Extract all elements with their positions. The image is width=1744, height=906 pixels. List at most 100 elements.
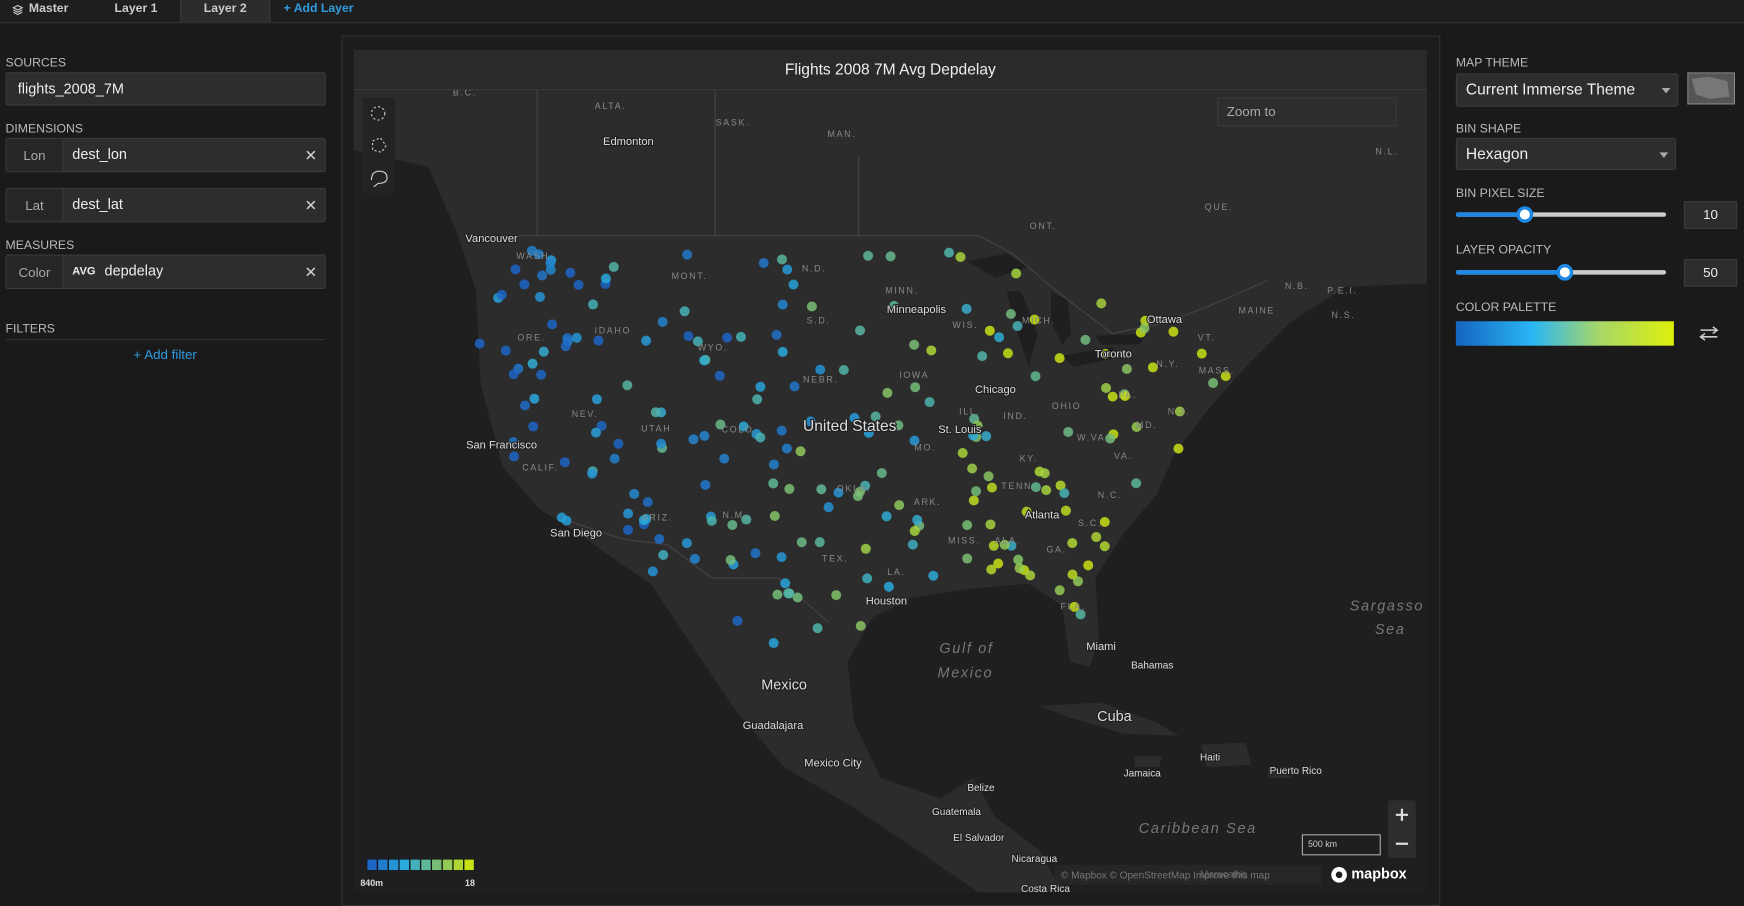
hex-bin [780, 578, 791, 589]
hex-bin [699, 430, 710, 441]
swap-icon[interactable] [1698, 326, 1719, 342]
hex-bin [883, 581, 894, 592]
map-label: WIS. [952, 320, 978, 330]
map-label: United States [803, 418, 897, 435]
hex-bin [771, 329, 782, 340]
hex-bin [650, 407, 661, 418]
hex-bin [814, 537, 825, 548]
map-label: San Francisco [466, 440, 537, 452]
hex-bin [1105, 433, 1116, 444]
remove-icon[interactable] [306, 200, 316, 210]
theme-select[interactable]: Current Immerse Theme [1455, 73, 1679, 107]
hex-bin [1196, 348, 1207, 359]
measure-row[interactable]: Color AVG depdelay [5, 254, 326, 290]
tab[interactable]: Layer 1 [114, 2, 158, 16]
slider[interactable] [1451, 262, 1673, 282]
map-label: Ottawa [1147, 314, 1183, 326]
hex-bin [1220, 371, 1231, 382]
hex-bin [983, 471, 994, 482]
hex-bin [722, 332, 733, 343]
hex-bin [784, 483, 795, 494]
hex-bin [715, 419, 726, 430]
hex-bin [474, 338, 485, 349]
logo: mapbox [1351, 867, 1406, 883]
map-label: N.M. [722, 510, 747, 520]
hex-bin [750, 548, 761, 559]
map-label: Sargasso [1350, 599, 1424, 615]
map-label: MAN. [828, 129, 857, 139]
hex-bin [1101, 382, 1112, 393]
add-filter[interactable]: + Add filter [133, 346, 197, 363]
hex-bin [772, 589, 783, 600]
hex-bin [986, 564, 997, 575]
map-label: Belize [967, 783, 995, 794]
hex-bin [679, 306, 690, 317]
map[interactable]: B.C. ALTA. SASK. MAN. Edmonton N.L. QUE. ONT. Va… [353, 90, 1427, 893]
map-label: SASK. [716, 118, 750, 128]
map-label: CALIF. [522, 462, 559, 472]
hex-bin [1030, 482, 1041, 493]
map-label: TENN. [1001, 481, 1036, 491]
dimension-row[interactable]: Lon dest_lon [5, 137, 326, 173]
hex-bin [1060, 505, 1071, 516]
hex-bin [968, 430, 979, 441]
number-input[interactable]: 50 [1683, 259, 1738, 287]
tab-active[interactable]: Layer 2 [180, 0, 271, 23]
theme-thumbnail[interactable] [1687, 72, 1736, 105]
hex-bin [1069, 601, 1080, 612]
source-select[interactable]: flights_2008_7M [5, 72, 326, 106]
hex-bin [962, 553, 973, 564]
hex-bin [727, 519, 738, 530]
hex-bin [622, 380, 633, 391]
section-label: BIN PIXEL SIZE [1455, 186, 1545, 201]
map-label: MASS. [1199, 366, 1235, 376]
add-layer[interactable]: + Add Layer [283, 2, 354, 16]
map-label: S.C. [1078, 518, 1102, 528]
hex-bin [654, 534, 665, 545]
slider[interactable] [1451, 205, 1673, 225]
hex-bin [510, 264, 521, 275]
hex-bin [1100, 348, 1111, 359]
dimension-row[interactable]: Lat dest_lat [5, 187, 326, 223]
map-label: WYO. [698, 342, 728, 352]
hex-bin [596, 420, 607, 431]
hex-bin [1054, 353, 1065, 364]
hex-bin [795, 446, 806, 457]
remove-icon[interactable] [306, 150, 316, 160]
hex-bin [855, 325, 866, 336]
hex-bin [600, 273, 611, 284]
remove-icon[interactable] [306, 267, 316, 277]
shape-select[interactable]: Hexagon [1455, 137, 1677, 171]
number-input[interactable]: 10 [1683, 201, 1738, 229]
map-label: KY. [1020, 453, 1038, 463]
caret [1661, 87, 1671, 94]
divider [5, 339, 325, 341]
hex-bin [1075, 609, 1086, 620]
map-label: MD. [1136, 420, 1157, 430]
row-label: Lon [6, 138, 64, 172]
hex-bin [768, 638, 779, 649]
map-label: Atlanta [1025, 510, 1060, 522]
hex-bin [909, 339, 920, 350]
legend-swatch [431, 858, 443, 871]
tab[interactable]: Master [28, 2, 69, 16]
hex-bin [984, 325, 995, 336]
hex-bin [909, 525, 920, 536]
section-label: LAYER OPACITY [1455, 243, 1552, 257]
attribution: © Mapbox © OpenStreetMap Improve this ma… [1061, 871, 1270, 882]
map-label: Miami [1086, 641, 1116, 653]
land [1039, 702, 1296, 779]
field: depdelay [104, 262, 164, 280]
map-label: IOWA [899, 370, 929, 380]
map-label: Haiti [1200, 753, 1220, 764]
hex-bin [838, 364, 849, 375]
map-label: ARIZ. [642, 512, 673, 522]
hex-bin [1208, 378, 1219, 389]
hex-bin [961, 303, 972, 314]
hex-bin [509, 451, 520, 462]
palette[interactable] [1455, 321, 1674, 346]
hex-bin [738, 421, 749, 432]
zoom-input[interactable] [1217, 97, 1397, 127]
map-label: GA. [1046, 545, 1066, 555]
